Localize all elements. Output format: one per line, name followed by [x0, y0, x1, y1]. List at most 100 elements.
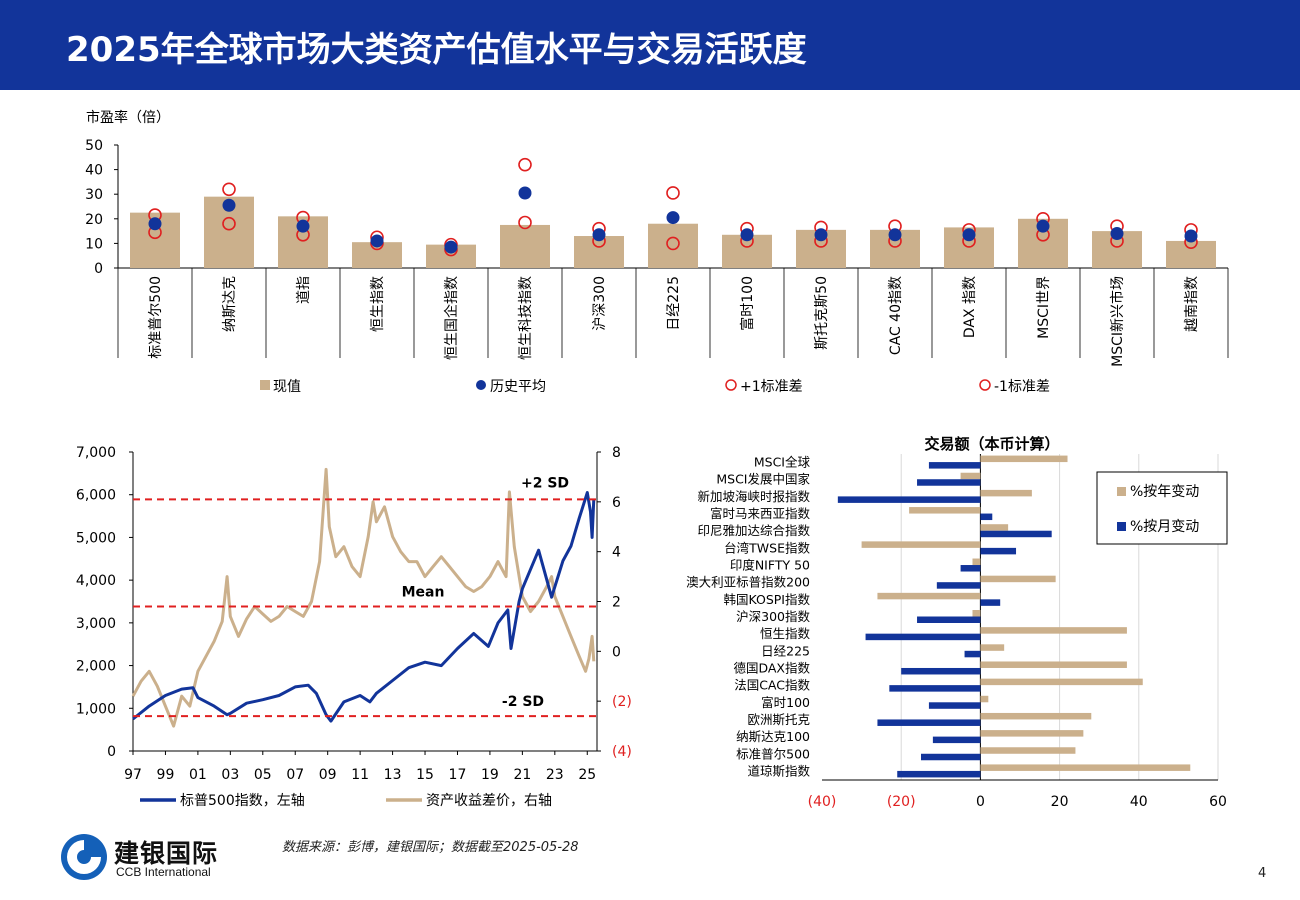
bar-mom [928, 702, 981, 709]
ccbi-logo-icon [61, 834, 107, 880]
bar-yoy [980, 661, 1127, 668]
bar-yoy [972, 558, 981, 566]
legend-swatch-mom [1117, 522, 1126, 531]
y-right-tick-label: 8 [612, 445, 621, 461]
x-tick-label: 03 [221, 767, 239, 783]
legend-swatch-minus [979, 379, 991, 391]
x-tick-label: 20 [1051, 794, 1069, 810]
point-hist-avg [1184, 229, 1198, 243]
bar-mom [917, 616, 981, 623]
y-axis-title: 市盈率（倍） [86, 109, 170, 126]
y-category-label: 标准普尔500 [736, 746, 810, 761]
bar-yoy [877, 592, 981, 600]
y-left-tick-label: 4,000 [76, 573, 116, 589]
y-category-label: 富时100 [761, 695, 810, 710]
x-category-label: 恒生科技指数 [518, 276, 534, 360]
bar-yoy [980, 695, 989, 703]
bar-yoy [980, 524, 1009, 531]
x-category-label: 斯托克斯50 [814, 276, 830, 350]
bar-current [500, 224, 550, 268]
point-minus-1sd [518, 215, 532, 230]
logo-name-en: CCB International [116, 865, 211, 879]
y-right-tick-label: (4) [612, 744, 632, 760]
point-hist-avg [666, 211, 680, 225]
x-category-label: MSCI世界 [1036, 276, 1052, 339]
y-category-label: 法国CAC指数 [734, 678, 810, 693]
point-hist-avg [518, 186, 532, 200]
x-tick-label: 01 [189, 767, 207, 783]
series-line-spread [131, 467, 596, 728]
point-hist-avg [370, 234, 384, 248]
x-tick-label: 15 [416, 767, 434, 783]
point-minus-1sd [222, 216, 236, 231]
point-hist-avg [888, 228, 902, 242]
legend-swatch-current [260, 380, 270, 390]
x-category-label: 标准普尔500 [148, 276, 164, 359]
legend-label-spread: 资产收益差价，右轴 [426, 793, 552, 809]
source-note: 数据来源：彭博，建银国际；数据截至2025-05-28 [282, 840, 579, 855]
bar-yoy [980, 747, 1076, 754]
page-title: 2025年全球市场大类资产估值水平与交易活跃度 [66, 30, 807, 70]
x-category-label: 恒生国企指数 [443, 276, 460, 360]
y-category-label: 印尼雅加达综合指数 [697, 523, 810, 538]
y-category-label: 新加坡海峡时报指数 [697, 489, 810, 504]
bar-yoy [980, 730, 1084, 737]
legend-label-minus: -1标准差 [994, 379, 1050, 395]
y-category-label: 富时马来西亚指数 [710, 506, 811, 521]
bar-mom [889, 685, 981, 692]
x-tick-label: 17 [449, 767, 467, 783]
y-left-tick-label: 6,000 [76, 488, 116, 504]
x-tick-label: 07 [286, 767, 304, 783]
x-category-label: 道指 [296, 276, 312, 304]
y-left-tick-label: 1,000 [76, 701, 116, 717]
bar-yoy [909, 507, 981, 514]
legend-swatch-avg [476, 380, 486, 390]
y-left-tick-label: 0 [107, 744, 116, 760]
y-category-label: 道琼斯指数 [747, 763, 810, 778]
bar-mom [837, 496, 981, 503]
x-tick-label: 23 [546, 767, 564, 783]
y-right-tick-label: 4 [612, 545, 621, 561]
y-tick-label: 0 [94, 261, 103, 277]
point-plus-1sd [518, 157, 532, 172]
legend-label-yoy: %按年变动 [1130, 484, 1199, 500]
y-tick-label: 30 [85, 187, 103, 203]
bar-current [1166, 240, 1216, 268]
point-hist-avg [222, 198, 236, 212]
bar-yoy [972, 610, 981, 617]
sp500-spread-chart: 0 1,000 2,000 3,000 4,000 5,000 6,000 7,000 (4) (… [76, 445, 632, 809]
y-category-label: 日经225 [761, 643, 810, 658]
y-category-label: 印度NIFTY 50 [730, 558, 810, 573]
legend-label-sp500: 标普500指数，左轴 [180, 793, 305, 809]
y-category-label: 澳大利亚标普指数200 [686, 575, 810, 590]
point-hist-avg [1110, 227, 1124, 241]
x-tick-label: 05 [254, 767, 272, 783]
bar-mom [960, 565, 981, 572]
x-tick-label: (20) [887, 794, 916, 810]
y-category-label: MSCI发展中国家 [716, 472, 810, 487]
y-left-tick-label: 5,000 [76, 530, 116, 546]
legend-swatch-plus [725, 379, 737, 391]
x-tick-label: 0 [976, 794, 985, 810]
y-category-label: 沪深300指数 [736, 609, 810, 624]
x-tick-label: 60 [1209, 794, 1227, 810]
x-category-label: 沪深300 [592, 276, 608, 331]
reference-line-label: +2 SD [521, 475, 569, 491]
x-category-label: 越南指数 [1184, 276, 1200, 332]
bar-yoy [960, 472, 981, 480]
bar-mom [897, 770, 981, 778]
x-tick-label: 99 [157, 767, 175, 783]
bar-mom [877, 719, 981, 726]
y-tick-label: 50 [85, 138, 103, 154]
bar-current [574, 236, 624, 268]
x-category-label: CAC 40指数 [888, 276, 904, 355]
bar-mom [964, 650, 981, 658]
point-hist-avg [740, 228, 754, 242]
y-left-tick-label: 3,000 [76, 616, 116, 632]
y-category-label: MSCI全球 [754, 455, 811, 470]
legend-label-current: 现值 [273, 379, 301, 395]
legend-label-plus: +1标准差 [740, 379, 803, 395]
bar-yoy [980, 575, 1056, 583]
series-line-sp500 [132, 491, 596, 723]
bar-yoy [861, 541, 981, 548]
